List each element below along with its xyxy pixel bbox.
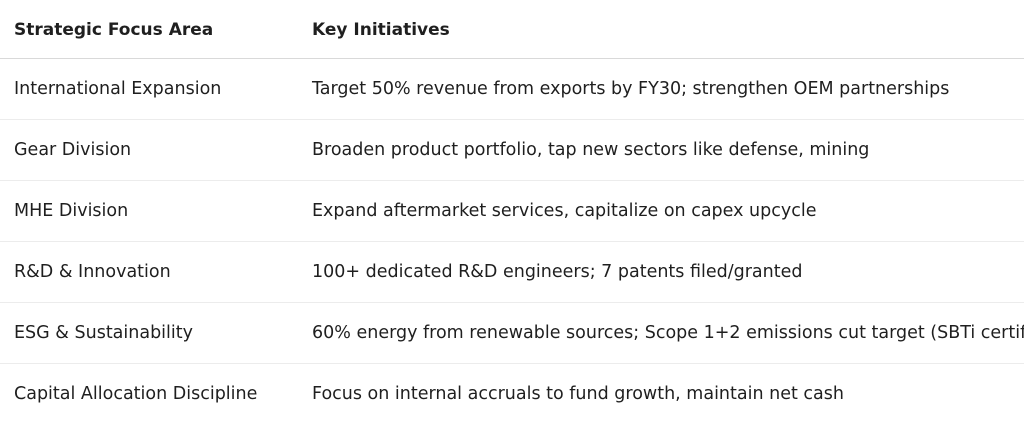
cell-focus-area: ESG & Sustainability [0,302,298,364]
table-row: R&D & Innovation 100+ dedicated R&D engi… [0,241,1024,303]
cell-focus-area: International Expansion [0,58,298,120]
cell-focus-area: Capital Allocation Discipline [14,384,258,404]
cell-key-initiatives: Focus on internal accruals to fund growt… [312,384,844,404]
table-row: Gear Division Broaden product portfolio,… [0,119,1024,181]
column-header-key-initiatives: Key Initiatives [298,0,1024,59]
cell-key-initiatives: Expand aftermarket services, capitalize … [298,180,1024,242]
column-header-focus-area: Strategic Focus Area [0,0,298,59]
cell-key-initiatives: 100+ dedicated R&D engineers; 7 patents … [298,241,1024,303]
header-row: Strategic Focus Area Key Initiatives [0,0,1024,59]
table-header: Strategic Focus Area Key Initiatives [0,0,1024,59]
table-body: International Expansion Target 50% reven… [0,58,1024,425]
cell-focus-area: Gear Division [0,119,298,181]
cell-key-initiatives: Target 50% revenue from exports by FY30;… [298,58,1024,120]
cell-key-initiatives: 60% energy from renewable sources; Scope… [298,302,1024,364]
cell-focus-area: MHE Division [0,180,298,242]
strategy-table-container: Strategic Focus Area Key Initiatives Int… [0,0,1024,425]
table-row: ESG & Sustainability 60% energy from ren… [0,302,1024,364]
table-row: International Expansion Target 50% reven… [0,58,1024,120]
table-row: Capital Allocation Discipline Focus on i… [0,364,1024,425]
table-row: MHE Division Expand aftermarket services… [0,180,1024,242]
strategy-table: Strategic Focus Area Key Initiatives Int… [0,0,1024,425]
cell-focus-area: R&D & Innovation [0,241,298,303]
cell-key-initiatives: Broaden product portfolio, tap new secto… [298,119,1024,181]
